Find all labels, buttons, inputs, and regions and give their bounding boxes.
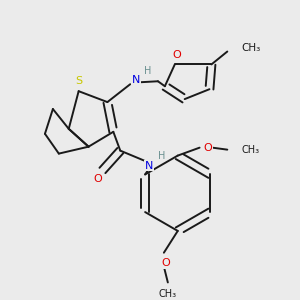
Text: CH₃: CH₃ [241, 145, 259, 154]
Text: H: H [158, 151, 166, 160]
Text: N: N [132, 75, 140, 85]
Text: CH₃: CH₃ [159, 289, 177, 299]
Text: O: O [172, 50, 181, 61]
Text: O: O [203, 143, 212, 153]
Text: O: O [161, 258, 170, 268]
Text: H: H [144, 66, 152, 76]
Text: O: O [93, 174, 102, 184]
Text: CH₃: CH₃ [241, 43, 260, 52]
Text: S: S [75, 76, 82, 86]
Text: N: N [145, 160, 153, 170]
